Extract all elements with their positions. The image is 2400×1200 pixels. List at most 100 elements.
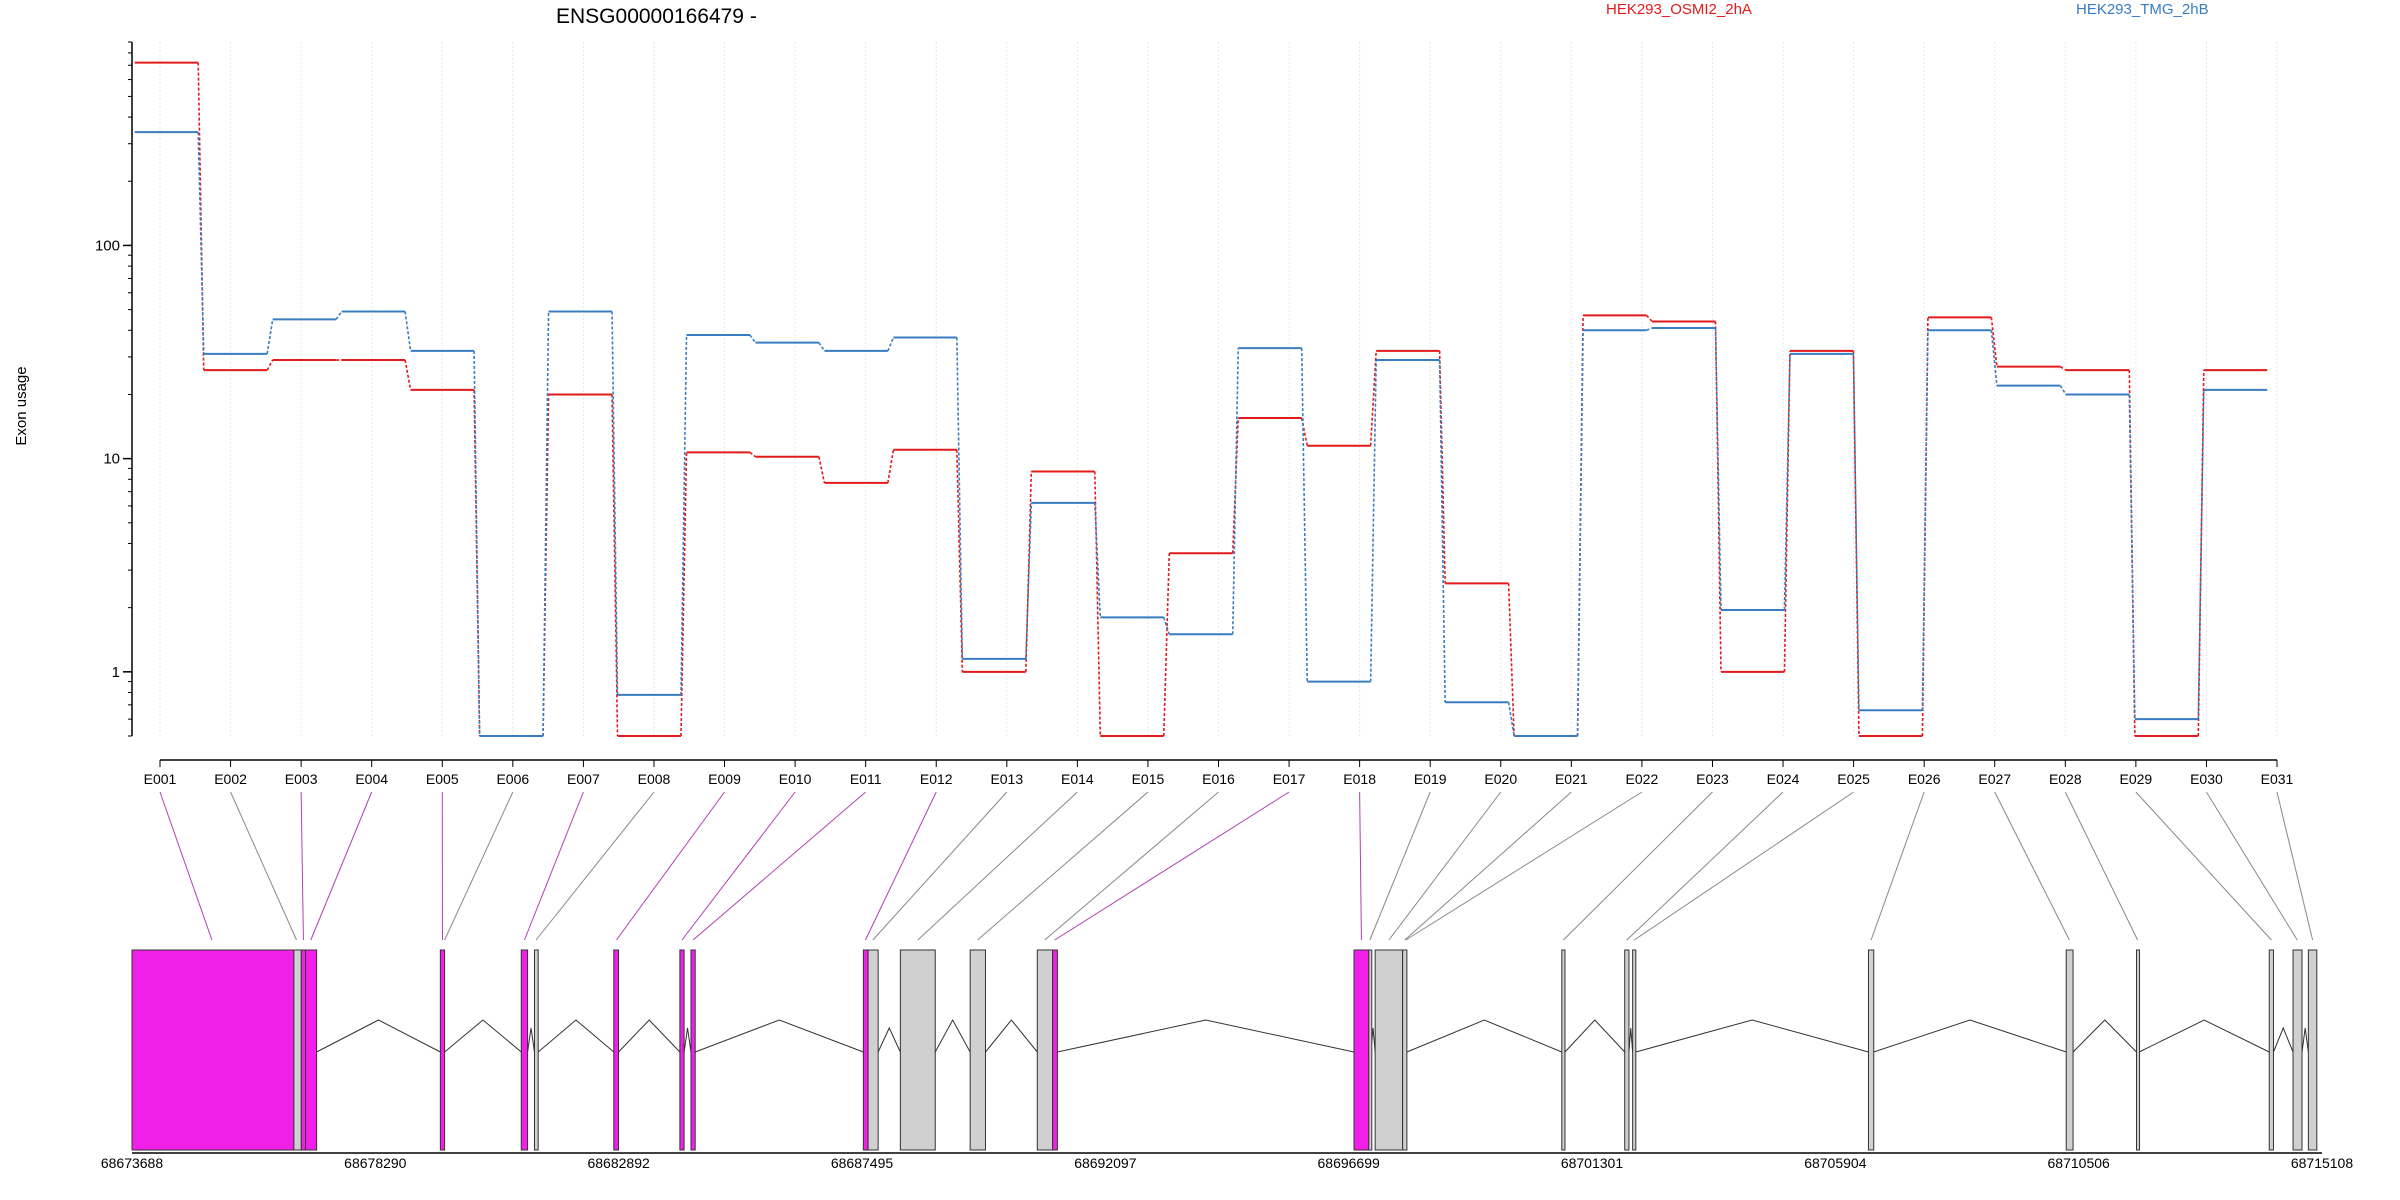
exon [2268, 949, 2274, 1151]
x-tick-label-e008: E008 [638, 771, 671, 787]
genomic-tick-label: 68682892 [587, 1155, 650, 1171]
genomic-tick-label: 68673688 [101, 1155, 164, 1171]
x-tick-label-e017: E017 [1273, 771, 1306, 787]
intron [2138, 1019, 2270, 1053]
connector-e009 [616, 791, 725, 941]
x-tick-label-e004: E004 [355, 771, 388, 787]
series-transition [1231, 418, 1240, 554]
connector-e031 [2276, 791, 2314, 941]
connector-e022 [1405, 791, 1643, 941]
x-tick-label-e028: E028 [2049, 771, 2082, 787]
genomic-tick-label: 68701301 [1561, 1155, 1624, 1171]
series-transition [680, 452, 688, 737]
connector-e002 [230, 791, 297, 941]
series-transition [266, 359, 274, 371]
series-transition [335, 311, 343, 320]
series-transition [1025, 502, 1033, 659]
series-transition [1990, 317, 1998, 367]
x-tick-label-e023: E023 [1696, 771, 1729, 787]
intron [2301, 1027, 2309, 1053]
genomic-tick-label: 68715108 [2291, 1155, 2354, 1171]
y-tick-label: 1 [112, 664, 120, 681]
series-transition [1852, 353, 1860, 711]
series-transition [266, 319, 274, 355]
intron [618, 1019, 681, 1053]
intron [1564, 1019, 1626, 1053]
genomic-tick-label: 68705904 [1804, 1155, 1867, 1171]
x-tick-label-e006: E006 [496, 771, 529, 787]
axes: 1 10 100 E001 E002 E003 E004 E005 E006 E007 E008 E0… [95, 41, 2294, 787]
series-transition [887, 449, 895, 483]
series-transition [473, 350, 481, 737]
connector-e025 [1633, 791, 1854, 941]
connector-e006 [444, 791, 514, 941]
series-transition [1645, 314, 1653, 322]
exon [1624, 949, 1630, 1151]
exon [1561, 949, 1566, 1151]
intron [695, 1019, 864, 1053]
series-transition [1369, 350, 1377, 446]
x-tick-label-e009: E009 [708, 771, 741, 787]
series-transition [404, 359, 412, 391]
x-tick-label-e018: E018 [1343, 771, 1376, 787]
exon-highlighted [300, 949, 307, 1151]
exon [1374, 949, 1404, 1151]
x-tick-label-e012: E012 [920, 771, 953, 787]
intron [985, 1019, 1038, 1053]
intron [1057, 1019, 1355, 1053]
connector-e010 [681, 791, 796, 941]
series-transition [1852, 350, 1860, 737]
connector-e026 [1870, 791, 1925, 941]
intron [2272, 1026, 2294, 1053]
exon-highlighted [305, 949, 318, 1151]
series-transition [818, 342, 826, 352]
series-transition [887, 337, 895, 352]
genomic-tick-label: 68678290 [344, 1155, 407, 1171]
intron [877, 1026, 901, 1053]
legend-entry-tmg: HEK293_TMG_2hB [2076, 1, 2209, 18]
series-transition [749, 334, 757, 344]
x-tick-label-e005: E005 [426, 771, 459, 787]
connector-e028 [2064, 791, 2139, 941]
intron [2072, 1019, 2137, 1053]
connector-e024 [1626, 791, 1784, 941]
series-transition [1369, 360, 1377, 682]
series-hek293-tmg-2hb [134, 131, 2268, 737]
x-tick-label-e019: E019 [1414, 771, 1447, 787]
exon [867, 949, 879, 1151]
x-tick-label-e015: E015 [1132, 771, 1165, 787]
exon-highlighted [439, 949, 446, 1151]
x-tick-label-e003: E003 [285, 771, 318, 787]
series-transition [611, 394, 619, 737]
exon-highlighted [690, 949, 696, 1151]
legend-entry-osmi2: HEK293_OSMI2_2hA [1606, 1, 1752, 18]
exon-highlighted [1052, 949, 1058, 1151]
x-tick-label-e027: E027 [1978, 771, 2011, 787]
connector-e017 [1054, 791, 1290, 941]
connector-e004 [310, 791, 373, 941]
series-transition [1162, 617, 1171, 635]
series-transition [1300, 417, 1308, 446]
series-transition [1714, 321, 1722, 672]
connector-e008 [535, 791, 655, 941]
intron [934, 1018, 971, 1053]
series-transition [956, 337, 964, 659]
series-transition [1576, 330, 1584, 737]
y-tick-label: 10 [103, 451, 120, 468]
connector-e014 [917, 791, 1078, 941]
connector-e013 [872, 791, 1008, 941]
series-transition [611, 311, 619, 695]
connector-e020 [1388, 791, 1502, 941]
connector-e012 [865, 791, 937, 941]
connector-e015 [977, 791, 1149, 941]
exon [2136, 949, 2141, 1151]
series-transition [404, 311, 412, 352]
exon [899, 949, 936, 1151]
exon [293, 949, 302, 1151]
connector-e003 [300, 791, 304, 941]
connector-e019 [1369, 791, 1431, 941]
series-transition [1507, 702, 1515, 737]
exon [1402, 949, 1408, 1151]
exon-highlighted [862, 949, 869, 1151]
exon [969, 949, 986, 1151]
